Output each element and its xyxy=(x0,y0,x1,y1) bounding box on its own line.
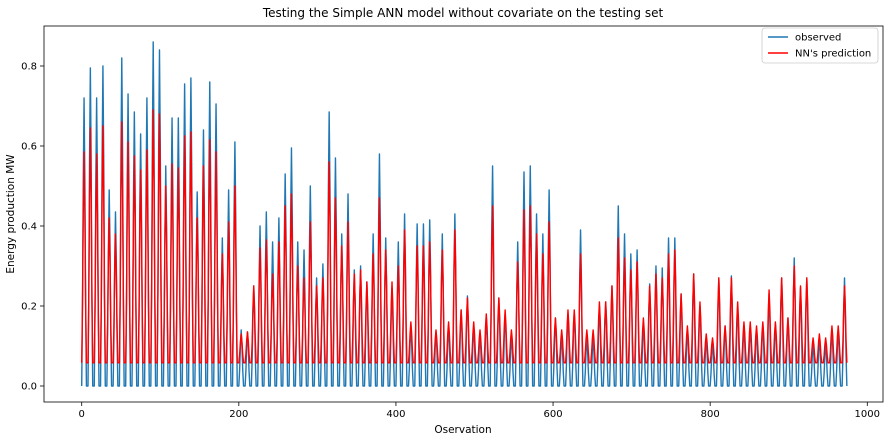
y-axis-label: Energy production MW xyxy=(5,154,17,274)
y-tick-label: 0.6 xyxy=(21,142,37,153)
x-axis: 0 200 400 600 800 1000 xyxy=(79,402,880,420)
y-tick-label: 0.2 xyxy=(21,302,37,313)
legend-box xyxy=(761,27,879,64)
x-tick-label: 600 xyxy=(544,409,563,420)
x-axis-label: Oservation xyxy=(434,424,491,436)
series-prediction-line xyxy=(81,109,848,364)
x-tick-label: 200 xyxy=(229,409,248,420)
chart-title: Testing the Simple ANN model without cov… xyxy=(262,6,664,20)
x-tick-label: 800 xyxy=(701,409,720,420)
plot-frame xyxy=(43,25,884,403)
legend: observed NN's prediction xyxy=(761,27,879,64)
x-tick-label: 400 xyxy=(386,409,405,420)
legend-label-observed: observed xyxy=(795,33,841,44)
y-tick-label: 0.8 xyxy=(21,62,37,73)
legend-label-prediction: NN's prediction xyxy=(795,49,871,60)
plot-area xyxy=(81,41,848,387)
y-tick-label: 0.4 xyxy=(21,222,37,233)
x-tick-label: 1000 xyxy=(855,409,880,420)
x-tick-label: 0 xyxy=(79,409,85,420)
y-tick-label: 0.0 xyxy=(21,382,37,393)
y-axis: 0.0 0.2 0.4 0.6 0.8 xyxy=(21,62,44,393)
series-layer xyxy=(81,41,848,387)
